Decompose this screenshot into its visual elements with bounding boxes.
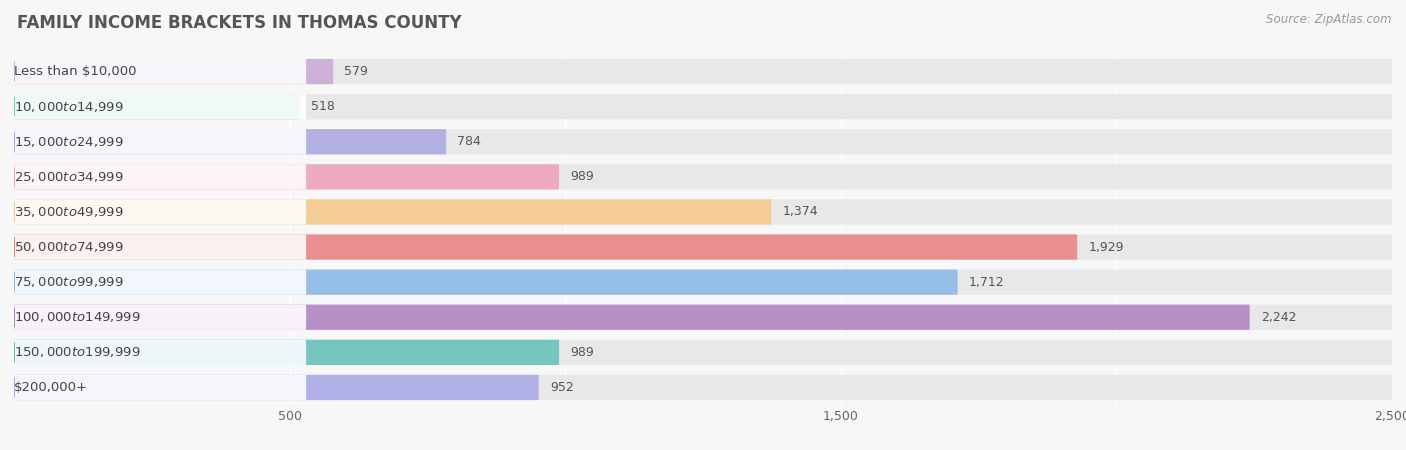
FancyBboxPatch shape (14, 94, 299, 119)
Text: 1,374: 1,374 (782, 206, 818, 218)
Text: $150,000 to $199,999: $150,000 to $199,999 (14, 345, 141, 360)
FancyBboxPatch shape (14, 270, 1392, 295)
FancyBboxPatch shape (14, 340, 1392, 365)
FancyBboxPatch shape (14, 270, 957, 295)
Text: $100,000 to $149,999: $100,000 to $149,999 (14, 310, 141, 324)
FancyBboxPatch shape (14, 129, 446, 154)
Text: $50,000 to $74,999: $50,000 to $74,999 (14, 240, 124, 254)
Text: FAMILY INCOME BRACKETS IN THOMAS COUNTY: FAMILY INCOME BRACKETS IN THOMAS COUNTY (17, 14, 461, 32)
FancyBboxPatch shape (14, 270, 307, 295)
FancyBboxPatch shape (14, 375, 307, 400)
Text: 989: 989 (571, 346, 593, 359)
FancyBboxPatch shape (14, 59, 1392, 84)
FancyBboxPatch shape (14, 94, 1392, 119)
FancyBboxPatch shape (14, 340, 560, 365)
FancyBboxPatch shape (14, 129, 307, 154)
Text: $25,000 to $34,999: $25,000 to $34,999 (14, 170, 124, 184)
FancyBboxPatch shape (14, 305, 1392, 330)
Text: $200,000+: $200,000+ (14, 381, 89, 394)
Text: 952: 952 (550, 381, 574, 394)
Text: 2,242: 2,242 (1261, 311, 1296, 324)
FancyBboxPatch shape (14, 59, 307, 84)
Text: $75,000 to $99,999: $75,000 to $99,999 (14, 275, 124, 289)
FancyBboxPatch shape (14, 164, 307, 189)
FancyBboxPatch shape (14, 199, 307, 225)
FancyBboxPatch shape (14, 340, 307, 365)
Text: 989: 989 (571, 171, 593, 183)
FancyBboxPatch shape (14, 375, 538, 400)
Text: $10,000 to $14,999: $10,000 to $14,999 (14, 99, 124, 114)
FancyBboxPatch shape (14, 234, 307, 260)
FancyBboxPatch shape (14, 234, 1077, 260)
FancyBboxPatch shape (14, 305, 307, 330)
FancyBboxPatch shape (14, 59, 333, 84)
FancyBboxPatch shape (14, 199, 1392, 225)
FancyBboxPatch shape (14, 94, 307, 119)
FancyBboxPatch shape (14, 234, 1392, 260)
Text: 1,929: 1,929 (1088, 241, 1123, 253)
Text: Source: ZipAtlas.com: Source: ZipAtlas.com (1267, 14, 1392, 27)
Text: 784: 784 (457, 135, 481, 148)
FancyBboxPatch shape (14, 375, 1392, 400)
Text: Less than $10,000: Less than $10,000 (14, 65, 136, 78)
Text: $35,000 to $49,999: $35,000 to $49,999 (14, 205, 124, 219)
Text: 579: 579 (344, 65, 368, 78)
FancyBboxPatch shape (14, 164, 1392, 189)
Text: 518: 518 (311, 100, 335, 113)
Text: $15,000 to $24,999: $15,000 to $24,999 (14, 135, 124, 149)
FancyBboxPatch shape (14, 129, 1392, 154)
Text: 1,712: 1,712 (969, 276, 1004, 288)
FancyBboxPatch shape (14, 164, 560, 189)
FancyBboxPatch shape (14, 305, 1250, 330)
FancyBboxPatch shape (14, 199, 772, 225)
